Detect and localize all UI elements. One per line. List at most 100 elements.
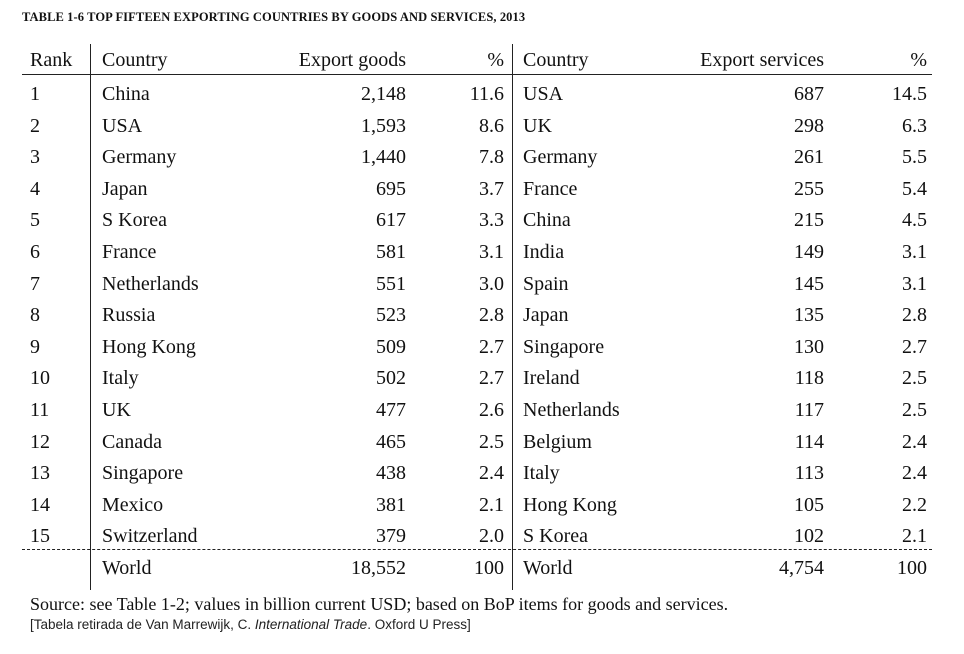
source-note: Source: see Table 1-2; values in billion… xyxy=(30,594,729,614)
header-export-goods: Export goods xyxy=(298,49,406,71)
cell-export-services: 149 xyxy=(794,241,824,263)
cell-rank: 13 xyxy=(30,462,50,485)
credit-book-title: International Trade xyxy=(254,617,368,632)
cell-export-goods: 2,148 xyxy=(361,83,406,105)
cell-country-services: Italy xyxy=(523,462,560,485)
cell-rank: 15 xyxy=(30,525,50,548)
cell-export-services: 215 xyxy=(794,209,824,232)
cell-export-services: 145 xyxy=(794,272,824,295)
cell-country-services: S Korea xyxy=(523,525,588,548)
cell-pct-goods: 3.7 xyxy=(479,177,504,200)
cell-pct-services: 2.8 xyxy=(902,304,927,327)
cell-pct-services: 2.5 xyxy=(902,399,927,421)
world-country-goods: World xyxy=(102,557,152,579)
cell-export-goods: 465 xyxy=(376,430,406,453)
cell-export-services: 687 xyxy=(794,83,824,105)
cell-rank: 14 xyxy=(30,493,50,516)
cell-pct-goods: 8.6 xyxy=(479,114,504,137)
cell-country-goods: Russia xyxy=(102,304,156,327)
world-export-services: 4,754 xyxy=(779,557,824,579)
cell-rank: 3 xyxy=(30,146,40,169)
cell-country-goods: Singapore xyxy=(102,462,184,485)
cell-pct-goods: 7.8 xyxy=(479,146,504,169)
cell-pct-services: 3.1 xyxy=(902,241,927,263)
goods-services-divider xyxy=(512,44,513,590)
cell-rank: 8 xyxy=(30,304,40,327)
table-row: 2 USA 1,593 8.6 UK 298 6.3 xyxy=(22,111,932,143)
cell-rank: 2 xyxy=(30,114,40,137)
cell-export-services: 105 xyxy=(794,493,824,516)
cell-pct-goods: 2.4 xyxy=(479,462,504,485)
cell-country-services: France xyxy=(523,177,578,200)
table-row: 9 Hong Kong 509 2.7 Singapore 130 2.7 xyxy=(22,332,932,364)
cell-export-goods: 381 xyxy=(376,493,406,516)
cell-export-services: 255 xyxy=(794,177,824,200)
cell-rank: 12 xyxy=(30,430,50,453)
cell-export-goods: 551 xyxy=(376,272,406,295)
cell-export-services: 117 xyxy=(794,399,824,421)
cell-export-services: 130 xyxy=(794,335,824,358)
header-pct-services: % xyxy=(910,49,927,71)
cell-pct-goods: 2.7 xyxy=(479,335,504,358)
world-export-goods: 18,552 xyxy=(351,557,406,579)
cell-country-goods: China xyxy=(102,83,150,105)
cell-export-goods: 509 xyxy=(376,335,406,358)
cell-pct-goods: 11.6 xyxy=(469,83,504,105)
header-country-services: Country xyxy=(523,49,589,71)
cell-rank: 6 xyxy=(30,241,40,263)
cell-pct-services: 2.5 xyxy=(902,367,927,390)
table-row: 13 Singapore 438 2.4 Italy 113 2.4 xyxy=(22,458,932,490)
cell-export-goods: 1,593 xyxy=(361,114,406,137)
cell-pct-goods: 2.1 xyxy=(479,493,504,516)
credit-suffix: . Oxford U Press] xyxy=(367,617,471,632)
cell-pct-services: 2.7 xyxy=(902,335,927,358)
cell-country-goods: Canada xyxy=(102,430,162,453)
cell-country-services: China xyxy=(523,209,571,232)
table-row: 10 Italy 502 2.7 Ireland 118 2.5 xyxy=(22,363,932,395)
cell-export-goods: 502 xyxy=(376,367,406,390)
header-pct-goods: % xyxy=(487,49,504,71)
cell-rank: 5 xyxy=(30,209,40,232)
cell-pct-services: 2.2 xyxy=(902,493,927,516)
cell-export-goods: 438 xyxy=(376,462,406,485)
cell-country-services: UK xyxy=(523,114,552,137)
cell-export-goods: 617 xyxy=(376,209,406,232)
cell-country-services: India xyxy=(523,241,565,263)
cell-pct-services: 2.4 xyxy=(902,430,927,453)
cell-pct-goods: 2.7 xyxy=(479,367,504,390)
cell-export-services: 135 xyxy=(794,304,824,327)
cell-pct-services: 2.1 xyxy=(902,525,927,548)
cell-pct-services: 3.1 xyxy=(902,272,927,295)
cell-pct-services: 4.5 xyxy=(902,209,927,232)
cell-country-services: Spain xyxy=(523,272,569,295)
cell-pct-services: 5.4 xyxy=(902,177,927,200)
cell-export-goods: 1,440 xyxy=(361,146,406,169)
cell-pct-goods: 3.1 xyxy=(479,241,504,263)
cell-country-services: Singapore xyxy=(523,335,605,358)
cell-export-services: 298 xyxy=(794,114,824,137)
cell-country-goods: France xyxy=(102,241,157,263)
cell-pct-goods: 2.8 xyxy=(479,304,504,327)
cell-export-goods: 379 xyxy=(376,525,406,548)
table-title: TABLE 1-6 TOP FIFTEEN EXPORTING COUNTRIE… xyxy=(22,10,526,24)
cell-country-services: Hong Kong xyxy=(523,493,617,516)
cell-country-services: Ireland xyxy=(523,367,580,390)
world-pct-goods: 100 xyxy=(474,557,504,579)
header-country-goods: Country xyxy=(102,49,168,71)
cell-rank: 7 xyxy=(30,272,40,295)
cell-country-goods: Switzerland xyxy=(102,525,198,548)
cell-country-goods: Italy xyxy=(102,367,139,390)
cell-pct-goods: 2.0 xyxy=(479,525,504,548)
cell-country-services: USA xyxy=(523,83,564,105)
cell-export-services: 118 xyxy=(794,367,824,390)
table-row: 6 France 581 3.1 India 149 3.1 xyxy=(22,237,932,269)
cell-export-services: 114 xyxy=(794,430,824,453)
cell-country-goods: USA xyxy=(102,114,143,137)
cell-country-services: Belgium xyxy=(523,430,592,453)
cell-export-goods: 523 xyxy=(376,304,406,327)
cell-export-services: 113 xyxy=(794,462,824,485)
world-dashed-rule xyxy=(22,549,932,550)
cell-rank: 9 xyxy=(30,335,40,358)
table-header-row: Rank Country Export goods % Country Expo… xyxy=(22,45,932,77)
